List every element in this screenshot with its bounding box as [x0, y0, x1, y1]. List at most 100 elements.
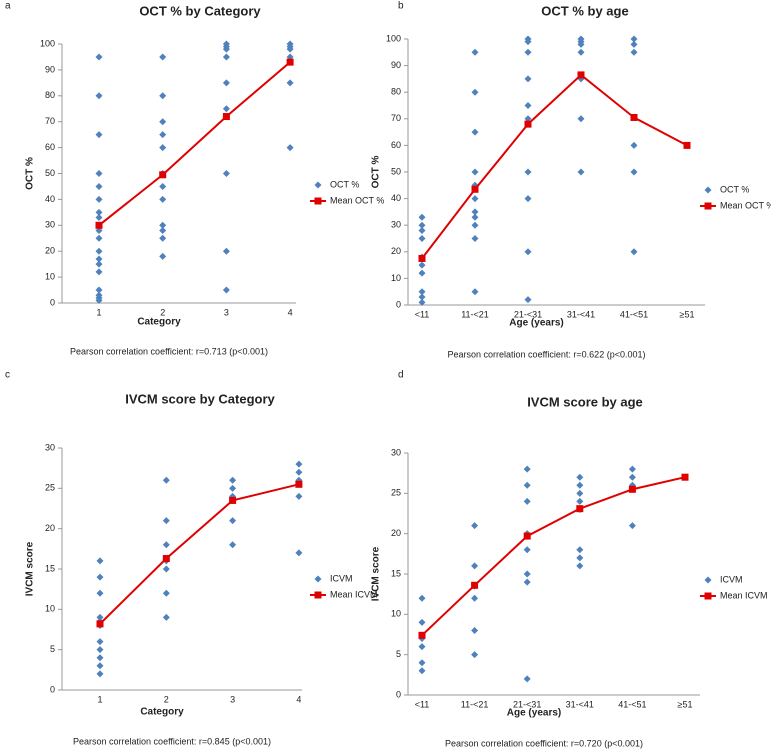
data-point: [229, 517, 237, 525]
data-point: [471, 651, 479, 659]
data-point: [576, 481, 584, 489]
chart-title: IVCM score by Category: [125, 391, 275, 406]
data-point: [630, 141, 638, 149]
chart-title: OCT % by age: [541, 3, 628, 18]
y-tick-label: 20: [391, 528, 401, 538]
data-point: [471, 88, 479, 96]
x-tick-label: 3: [224, 307, 229, 317]
y-tick-label: 0: [396, 689, 401, 699]
mean-point: [681, 473, 689, 481]
data-point: [628, 473, 636, 481]
data-point: [523, 497, 531, 505]
legend-marker: [704, 576, 712, 584]
data-point: [295, 549, 303, 557]
y-tick-label: 70: [391, 113, 401, 123]
y-tick-label: 30: [391, 447, 401, 457]
data-point: [96, 589, 104, 597]
x-tick-label: 4: [288, 307, 293, 317]
y-tick-label: 40: [391, 193, 401, 203]
data-point: [222, 247, 230, 255]
panel-label: b: [398, 1, 404, 12]
data-point: [229, 484, 237, 492]
data-point: [96, 573, 104, 581]
data-point: [418, 288, 426, 296]
data-point: [418, 235, 426, 242]
data-point: [95, 182, 103, 190]
y-tick-label: 60: [391, 140, 401, 150]
data-point: [524, 115, 532, 123]
legend-label: Mean ICVM: [720, 590, 768, 600]
x-axis-label: Category: [137, 317, 181, 328]
legend-marker: [314, 181, 322, 189]
data-point: [295, 492, 303, 500]
legend-label: Mean OCT %: [330, 195, 384, 205]
x-axis-label: Age (years): [509, 318, 563, 329]
data-point: [96, 654, 104, 662]
y-axis-label: OCT %: [371, 156, 382, 189]
mean-point: [630, 113, 638, 121]
data-point: [524, 296, 532, 304]
data-point: [418, 594, 426, 602]
data-point: [628, 465, 636, 473]
note: Pearson correlation coefficient: r=0.713…: [70, 346, 268, 356]
data-point: [222, 45, 230, 53]
data-point: [577, 168, 585, 176]
mean-point: [295, 480, 303, 488]
y-tick-label: 30: [45, 220, 55, 230]
y-tick-label: 90: [45, 64, 55, 74]
data-point: [96, 638, 104, 646]
data-point: [162, 589, 170, 597]
legend-marker: [314, 591, 322, 599]
y-tick-label: 50: [45, 168, 55, 178]
mean-point: [222, 113, 230, 121]
data-point: [418, 667, 426, 675]
data-point: [577, 48, 585, 56]
x-tick-label: 1: [96, 307, 101, 317]
x-tick-label: 41-<51: [620, 309, 648, 319]
data-point: [524, 48, 532, 56]
data-point: [418, 643, 426, 651]
data-point: [418, 293, 426, 301]
panel-label: d: [398, 370, 404, 381]
data-point: [95, 214, 103, 222]
y-tick-label: 40: [45, 194, 55, 204]
data-point: [576, 473, 584, 481]
legend-marker: [704, 202, 712, 210]
y-tick-label: 15: [391, 568, 401, 578]
data-point: [95, 195, 103, 203]
data-point: [523, 675, 531, 683]
data-point: [286, 45, 294, 53]
chart-title: IVCM score by age: [527, 394, 643, 409]
y-tick-label: 100: [40, 38, 55, 48]
data-point: [418, 227, 426, 235]
x-tick-label: 31-<41: [566, 699, 594, 709]
x-axis-label: Category: [140, 707, 184, 718]
data-point: [95, 255, 103, 263]
data-point: [523, 465, 531, 473]
data-point: [630, 248, 638, 256]
x-tick-label: 31-<41: [567, 309, 595, 319]
data-point: [162, 565, 170, 573]
data-point: [159, 118, 167, 126]
mean-line: [99, 483, 300, 625]
mean-point: [576, 505, 584, 513]
y-tick-label: 70: [45, 116, 55, 126]
note: Pearson correlation coefficient: r=0.720…: [445, 738, 643, 748]
note: Pearson correlation coefficient: r=0.845…: [73, 736, 271, 746]
mean-point: [286, 58, 294, 66]
data-point: [222, 286, 230, 294]
x-tick-label: 2: [160, 307, 165, 317]
legend-marker: [704, 592, 712, 600]
legend-marker: [704, 186, 712, 194]
data-point: [95, 247, 103, 255]
x-axis-label: Age (years): [507, 708, 561, 719]
mean-line: [98, 61, 291, 227]
data-point: [523, 570, 531, 578]
mean-point: [524, 120, 532, 128]
data-point: [524, 168, 532, 176]
data-point: [229, 476, 237, 484]
y-tick-label: 90: [391, 60, 401, 70]
data-point: [577, 40, 585, 48]
data-point: [577, 115, 585, 123]
data-point: [159, 182, 167, 190]
